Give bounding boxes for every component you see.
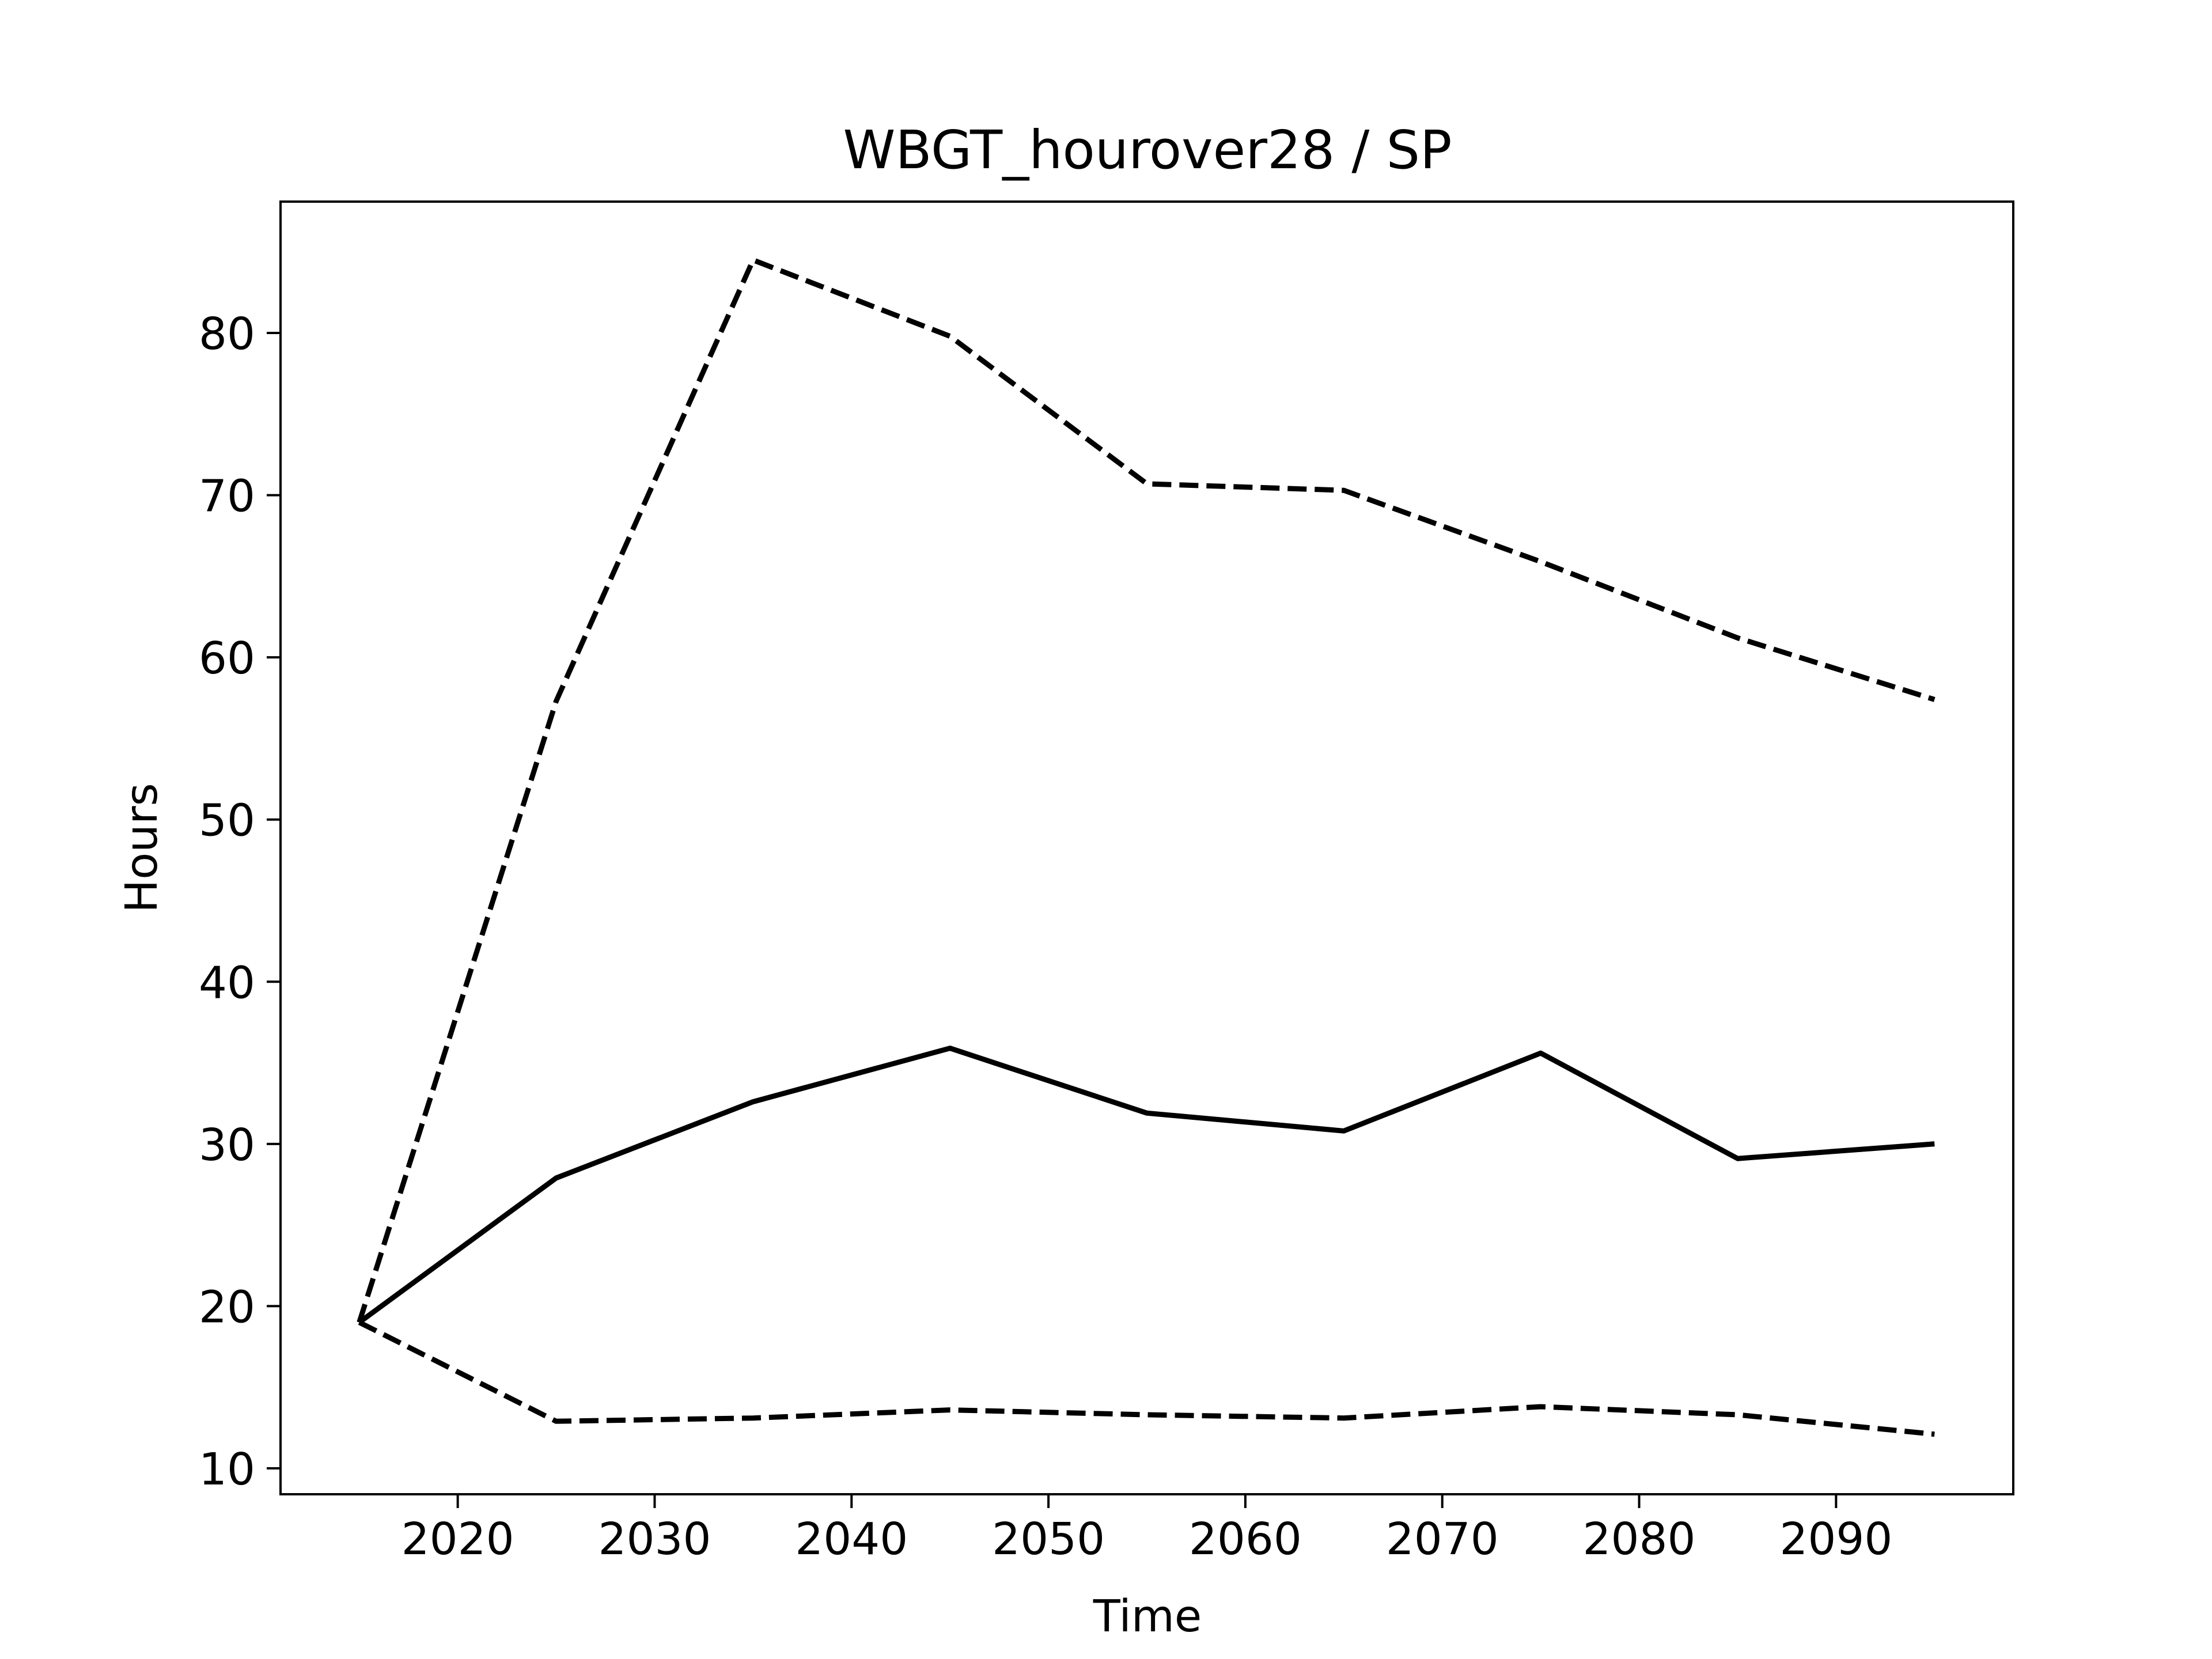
series-line-3: [358, 1320, 1935, 1437]
y-tick-label: 50: [199, 796, 255, 847]
y-tick-label: 60: [199, 633, 255, 684]
y-tick-label: 70: [199, 471, 255, 522]
y-tick-label: 80: [199, 309, 255, 360]
x-axis-label: Time: [1093, 1591, 1202, 1642]
x-tick-label: 2080: [1583, 1514, 1696, 1565]
y-tick-label: 20: [199, 1282, 255, 1333]
x-tick-label: 2030: [598, 1514, 711, 1565]
x-tick-label: 2050: [992, 1514, 1105, 1565]
x-tick-label: 2040: [795, 1514, 908, 1565]
series-line-2: [358, 1046, 1935, 1325]
x-tick-label: 2060: [1189, 1514, 1302, 1565]
y-tick-label: 10: [199, 1444, 255, 1495]
y-tick-label: 30: [199, 1120, 255, 1171]
x-tick-label: 2070: [1386, 1514, 1499, 1565]
x-tick-label: 2020: [402, 1514, 514, 1565]
y-tick-label: 40: [199, 957, 255, 1009]
plot-frame: [279, 200, 2014, 1495]
chart-title: WBGT_hourover28 / SP: [843, 119, 1452, 181]
y-axis-label: Hours: [116, 783, 168, 913]
x-tick-label: 2090: [1779, 1514, 1892, 1565]
series-line-1: [357, 257, 1936, 1323]
